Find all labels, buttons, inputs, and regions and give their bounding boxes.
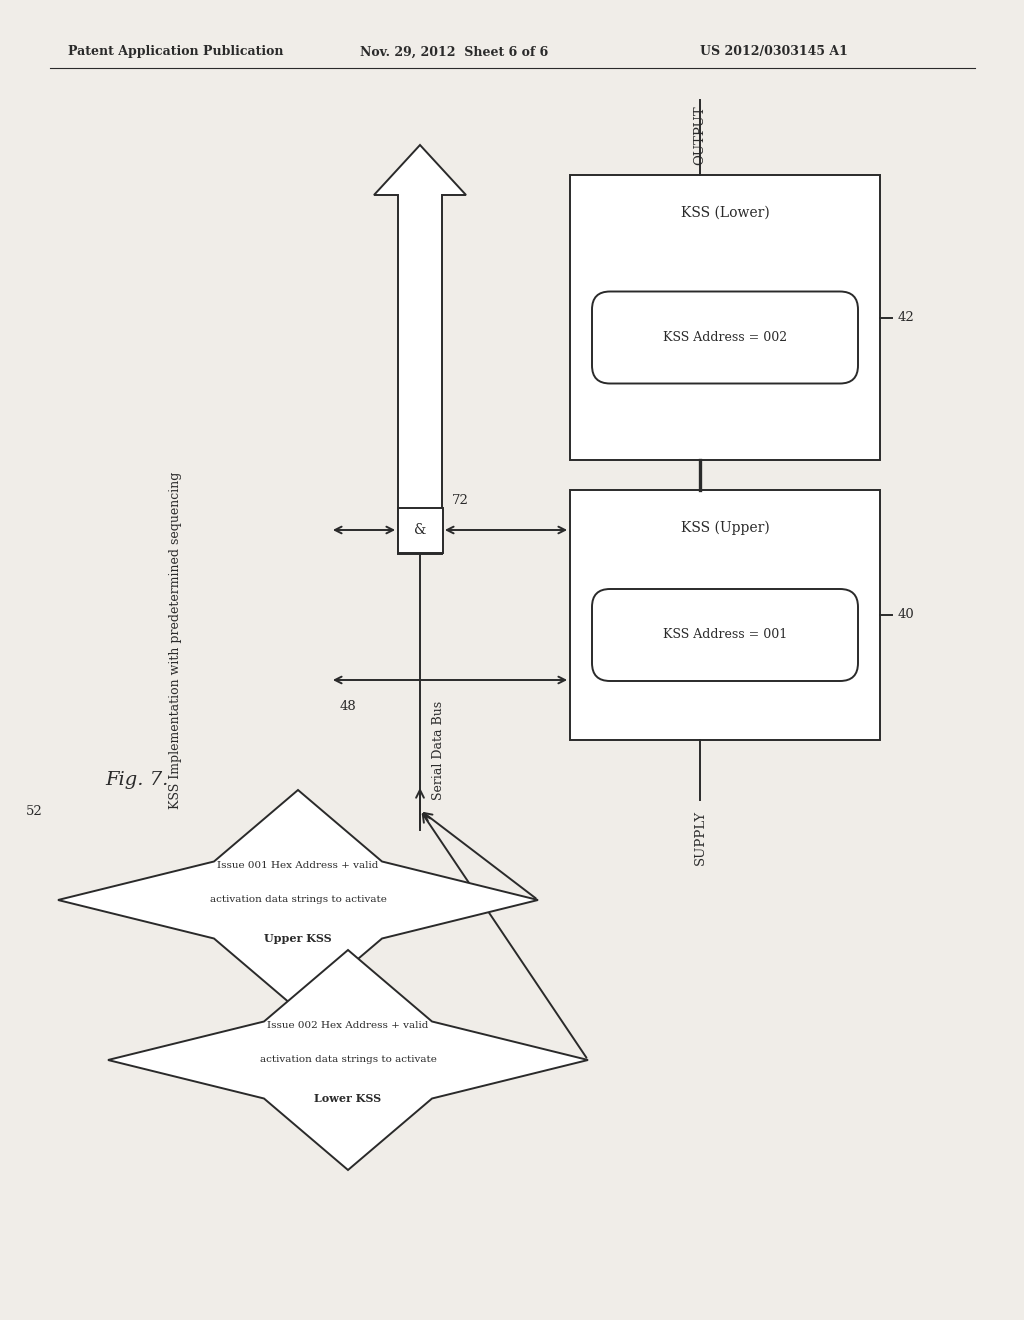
Polygon shape bbox=[108, 950, 588, 1170]
Text: KSS (Upper): KSS (Upper) bbox=[681, 521, 769, 535]
Text: activation data strings to activate: activation data strings to activate bbox=[210, 895, 386, 904]
Text: Fig. 7.: Fig. 7. bbox=[105, 771, 168, 789]
Text: Lower KSS: Lower KSS bbox=[314, 1093, 382, 1104]
Text: 48: 48 bbox=[340, 700, 356, 713]
Text: Issue 002 Hex Address + valid: Issue 002 Hex Address + valid bbox=[267, 1020, 429, 1030]
Text: 52: 52 bbox=[27, 805, 43, 818]
Text: &: & bbox=[414, 523, 426, 537]
Text: or: or bbox=[271, 974, 285, 986]
Text: 40: 40 bbox=[898, 609, 914, 622]
Text: Issue 001 Hex Address + valid: Issue 001 Hex Address + valid bbox=[217, 861, 379, 870]
Text: KSS (Lower): KSS (Lower) bbox=[681, 206, 769, 220]
Bar bbox=[570, 176, 880, 459]
Text: OUTPUT: OUTPUT bbox=[693, 106, 707, 165]
FancyBboxPatch shape bbox=[592, 589, 858, 681]
Text: KSS Address = 002: KSS Address = 002 bbox=[663, 331, 787, 345]
Text: KSS Implementation with predetermined sequencing: KSS Implementation with predetermined se… bbox=[169, 471, 181, 809]
Bar bbox=[398, 508, 443, 553]
Text: US 2012/0303145 A1: US 2012/0303145 A1 bbox=[700, 45, 848, 58]
Text: Patent Application Publication: Patent Application Publication bbox=[68, 45, 284, 58]
Bar bbox=[570, 490, 880, 741]
Text: KSS Address = 001: KSS Address = 001 bbox=[663, 628, 787, 642]
Text: Upper KSS: Upper KSS bbox=[264, 932, 332, 944]
Text: SUPPLY: SUPPLY bbox=[693, 810, 707, 865]
Text: Nov. 29, 2012  Sheet 6 of 6: Nov. 29, 2012 Sheet 6 of 6 bbox=[360, 45, 548, 58]
Text: 72: 72 bbox=[452, 494, 469, 507]
Text: 42: 42 bbox=[898, 312, 914, 323]
FancyBboxPatch shape bbox=[592, 292, 858, 384]
Polygon shape bbox=[58, 789, 538, 1010]
Text: activation data strings to activate: activation data strings to activate bbox=[259, 1056, 436, 1064]
Polygon shape bbox=[374, 145, 466, 554]
Text: Serial Data Bus: Serial Data Bus bbox=[431, 701, 444, 800]
